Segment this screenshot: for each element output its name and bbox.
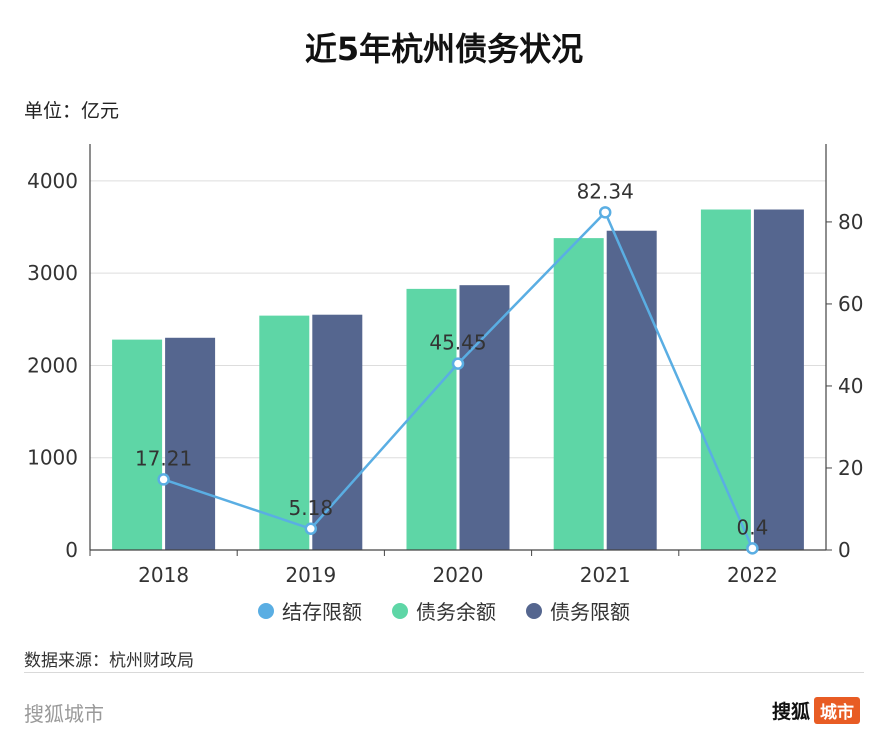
legend-dot-surplus bbox=[258, 602, 274, 619]
bar-debt-limit bbox=[312, 314, 363, 550]
line-surplus-limit bbox=[163, 210, 754, 549]
data-label-surplus-limit: 82.34 bbox=[577, 179, 634, 203]
y-left-tick-label: 3000 bbox=[27, 261, 78, 285]
y-right-tick-label: 80 bbox=[838, 210, 863, 234]
x-tick-label: 2021 bbox=[580, 563, 631, 587]
brand-logo: 搜狐 城市 bbox=[772, 697, 860, 724]
legend-dot-limit bbox=[526, 602, 542, 619]
brand-logo-tag: 城市 bbox=[814, 697, 860, 724]
point-surplus-limit bbox=[598, 206, 612, 219]
legend-item-limit: 债务限额 bbox=[526, 596, 630, 625]
debt-chart: 0 1000 2000 3000 4000 0 20 40 60 80 2018 2019 2020 20… bbox=[27, 144, 863, 587]
data-source: 数据来源：杭州财政局 bbox=[24, 651, 194, 671]
chart-legend: 结存限额 债务余额 债务限额 bbox=[0, 596, 888, 625]
bar-debt-balance bbox=[553, 238, 604, 551]
x-tick-label: 2018 bbox=[138, 563, 189, 587]
y-left-tick-label: 0 bbox=[65, 538, 78, 562]
bar-debt-balance bbox=[112, 339, 163, 550]
y-right-tick-label: 60 bbox=[838, 292, 863, 316]
bar-debt-balance bbox=[259, 315, 310, 550]
data-label-surplus-limit: 45.45 bbox=[429, 331, 486, 355]
bar-debt-balance bbox=[406, 288, 457, 550]
legend-item-balance: 债务余额 bbox=[392, 596, 496, 625]
y-right-tick-label: 0 bbox=[838, 538, 851, 562]
bar-debt-balance bbox=[700, 209, 751, 550]
bar-debt-limit bbox=[459, 285, 510, 550]
legend-label-balance: 债务余额 bbox=[416, 600, 496, 624]
brand-logo-text: 搜狐 bbox=[771, 701, 810, 723]
point-surplus-limit bbox=[157, 473, 170, 486]
legend-item-surplus: 结存限额 bbox=[258, 596, 362, 625]
data-label-surplus-limit: 5.18 bbox=[289, 496, 334, 520]
data-label-surplus-limit: 0.4 bbox=[736, 515, 768, 539]
legend-label-limit: 债务限额 bbox=[550, 600, 630, 624]
data-label-surplus-limit: 17.21 bbox=[135, 446, 192, 470]
point-surplus-limit bbox=[304, 522, 318, 536]
brand-watermark: 搜狐城市 bbox=[24, 702, 104, 726]
y-right-tick-label: 40 bbox=[838, 374, 863, 398]
point-surplus-limit bbox=[746, 542, 759, 555]
x-tick-label: 2020 bbox=[433, 563, 484, 587]
bar-debt-limit bbox=[606, 230, 657, 550]
x-tick-label: 2019 bbox=[285, 563, 336, 587]
legend-dot-balance bbox=[392, 602, 408, 619]
x-tick-label: 2022 bbox=[727, 563, 778, 587]
y-left-tick-label: 2000 bbox=[27, 353, 78, 377]
legend-label-surplus: 结存限额 bbox=[282, 600, 362, 624]
y-left-tick-label: 4000 bbox=[27, 169, 78, 193]
chart-title: 近5年杭州债务状况 bbox=[304, 30, 584, 68]
point-surplus-limit bbox=[451, 357, 465, 370]
footer-divider bbox=[24, 672, 864, 673]
unit-label: 单位：亿元 bbox=[24, 100, 120, 122]
y-left-tick-label: 1000 bbox=[27, 446, 78, 470]
bar-debt-limit bbox=[165, 337, 216, 550]
y-right-tick-label: 20 bbox=[838, 456, 863, 480]
bar-debt-limit bbox=[753, 209, 804, 550]
